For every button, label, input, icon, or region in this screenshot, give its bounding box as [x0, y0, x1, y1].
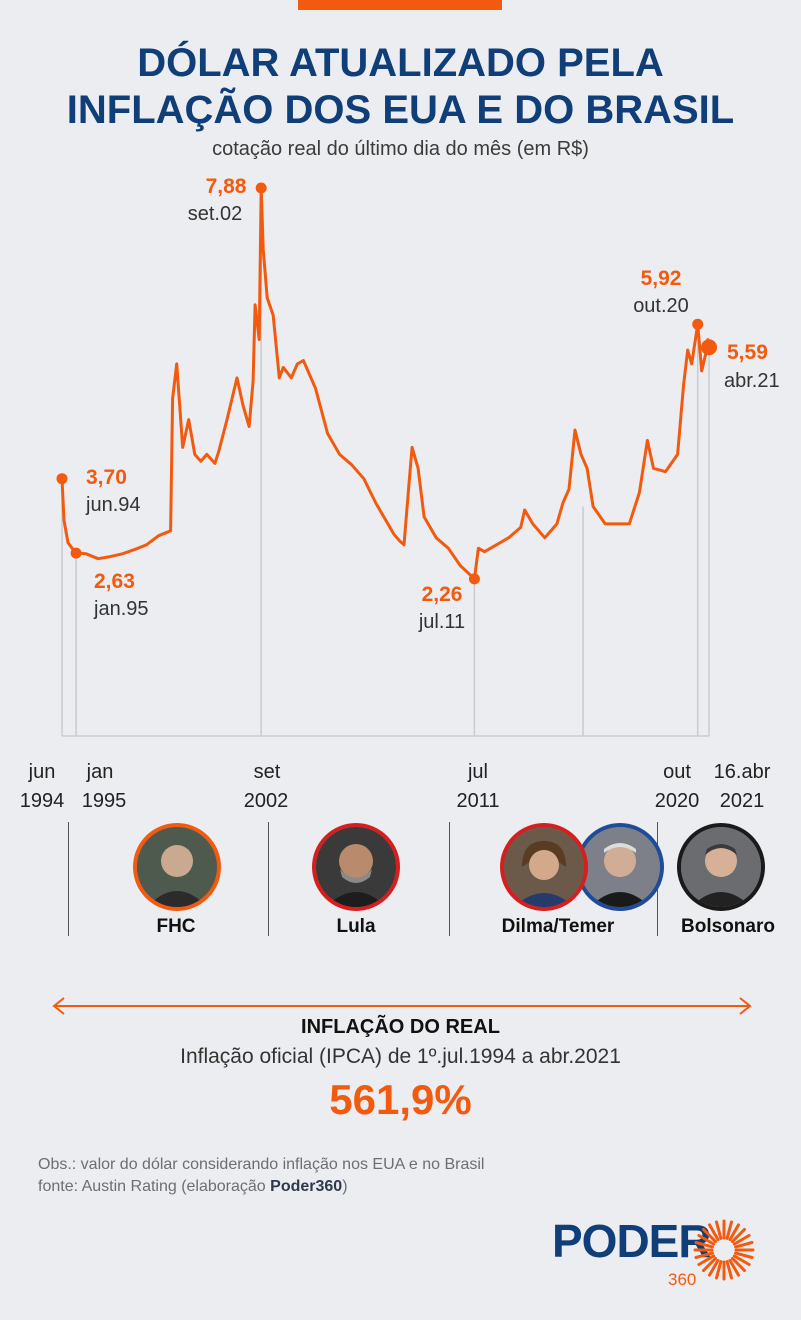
axis-bottom-out.20: 2020: [655, 790, 700, 812]
sunburst-ray: [730, 1227, 747, 1244]
value-label-set.02: 7,88: [206, 175, 247, 198]
axis-top-out.20: out: [663, 761, 691, 783]
source-suffix: ): [342, 1178, 348, 1195]
marker-out.20: [692, 318, 704, 330]
person-avatar-icon: [504, 827, 584, 907]
sunburst-ray: [728, 1223, 740, 1242]
value-label-jul.11: 2,26: [422, 583, 463, 606]
person-avatar-icon: [681, 827, 761, 907]
sunburst-ray: [694, 1240, 714, 1249]
source-prefix: fonte: Austin Rating (elaboração: [38, 1178, 271, 1195]
axis-top-jul.11: jul: [467, 761, 488, 783]
date-label-jun.94: jun.94: [85, 494, 141, 516]
lula-avatar: [312, 823, 400, 911]
sunburst-ray: [697, 1254, 716, 1266]
person-avatar-icon: [316, 827, 396, 907]
date-label-set.02: set.02: [188, 203, 242, 225]
date-label-abr.21: abr.21: [724, 370, 780, 392]
top-accent-bar: [298, 0, 502, 10]
axis-bottom-abr.21: 2021: [720, 790, 765, 812]
marker-jul.11: [468, 573, 480, 585]
sunburst-ray: [725, 1220, 734, 1240]
chart-title-line-2: INFLAÇÃO DOS EUA E DO BRASIL: [66, 88, 735, 132]
temer-avatar: [576, 823, 664, 911]
axis-top-jun.94: jun: [28, 761, 56, 783]
sunburst-ray: [734, 1240, 754, 1249]
highlight-labels: 3,70 jun.94 2,63 jan.95 7,88 set.02 2,26 jul.11…: [85, 175, 780, 633]
sunburst-ray: [697, 1234, 716, 1246]
sunburst-ray: [732, 1234, 751, 1246]
logo-word: PODER: [552, 1215, 712, 1267]
divider-2002: [268, 822, 269, 936]
divider-2011: [449, 822, 450, 936]
axis-top-jan.95: jan: [86, 761, 114, 783]
person-avatar-icon: [137, 827, 217, 907]
value-label-abr.21: 5,59: [727, 341, 768, 364]
double-arrow-icon: [52, 997, 752, 1015]
date-label-jul.11: jul.11: [418, 611, 465, 633]
sunburst-ray: [701, 1227, 718, 1244]
date-label-jan.95: jan.95: [93, 598, 149, 620]
sunburst-logo-icon: [693, 1219, 755, 1281]
axis-bottom-set.02: 2002: [244, 790, 289, 812]
sunburst-ray: [725, 1260, 734, 1280]
inflation-heading: INFLAÇÃO DO REAL: [301, 1016, 500, 1038]
president-name-bolsonaro: Bolsonaro: [681, 916, 775, 937]
dilma-avatar: [500, 823, 588, 911]
source-brand: Poder360: [270, 1178, 343, 1195]
inflation-value: 561,9%: [329, 1076, 472, 1123]
person-avatar-icon: [580, 827, 660, 907]
bolsonaro-avatar: [677, 823, 765, 911]
sunburst-ray: [728, 1258, 740, 1277]
sunburst-ray: [714, 1260, 723, 1280]
axis-top-set.02: set: [254, 761, 281, 783]
line-chart: 3,70 jun.94 2,63 jan.95 7,88 set.02 2,26 jul.11…: [20, 175, 780, 812]
source-note: fonte: Austin Rating (elaboração Poder36…: [38, 1176, 484, 1198]
chart-title-line-1: DÓLAR ATUALIZADO PELA: [137, 41, 664, 85]
highlight-markers: [56, 182, 717, 585]
marker-set.02: [255, 182, 267, 194]
sunburst-ray: [708, 1258, 720, 1277]
fhc-avatar: [133, 823, 221, 911]
value-label-jan.95: 2,63: [94, 570, 135, 593]
gridlines: [61, 188, 710, 736]
chart-subtitle: cotação real do último dia do mês (em R$…: [212, 138, 589, 160]
marker-jun.94: [56, 473, 68, 485]
series-line: [60, 186, 711, 581]
president-name-lula: Lula: [336, 916, 376, 937]
axis-bottom-jun.94: 1994: [20, 790, 65, 812]
sunburst-ray: [701, 1256, 718, 1273]
axis-top-abr.21: 16.abr: [714, 761, 771, 783]
value-label-out.20: 5,92: [641, 267, 682, 290]
inflation-description: Inflação oficial (IPCA) de 1º.jul.1994 a…: [180, 1045, 621, 1068]
president-name-fhc: FHC: [156, 916, 196, 937]
poder360-logo: PODER 360: [552, 1214, 762, 1298]
president-name-dilma-temer: Dilma/Temer: [501, 916, 615, 937]
sunburst-ray: [714, 1220, 723, 1240]
value-label-jun.94: 3,70: [86, 466, 127, 489]
marker-jan.95: [70, 547, 82, 559]
sunburst-ray: [708, 1223, 720, 1242]
marker-abr.21: [701, 339, 717, 356]
divider-1994: [68, 822, 69, 936]
sunburst-ray: [730, 1256, 747, 1273]
sunburst-ray: [694, 1251, 714, 1260]
date-label-out.20: out.20: [633, 295, 689, 317]
axis-bottom-jan.95: 1995: [82, 790, 127, 812]
axis-bottom-jul.11: 2011: [456, 790, 499, 812]
logo-number: 360: [668, 1270, 697, 1289]
sunburst-ray: [732, 1254, 751, 1266]
obs-note: Obs.: valor do dólar considerando inflaç…: [38, 1156, 485, 1173]
x-axis-labels: jun 1994 jan 1995 set 2002 jul 2011 out 2020 16.ab…: [20, 761, 771, 812]
footnotes: Obs.: valor do dólar considerando inflaç…: [38, 1154, 484, 1198]
sunburst-ray: [734, 1251, 754, 1260]
